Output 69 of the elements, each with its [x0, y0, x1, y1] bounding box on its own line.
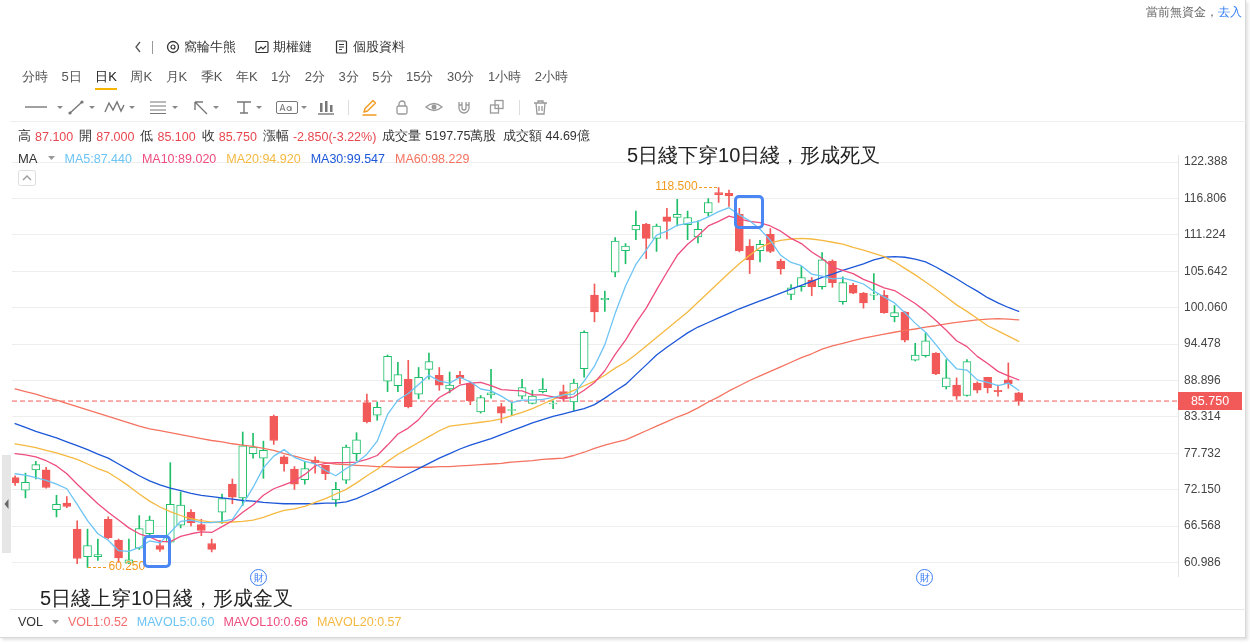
- text: 5分: [372, 68, 393, 86]
- text: MA60:98.229: [395, 151, 470, 166]
- text: MAVOL10:0.66: [223, 615, 308, 629]
- text: 1分: [271, 68, 292, 86]
- text: 2分: [304, 68, 326, 86]
- y-tick-label: 94.478: [1184, 336, 1222, 351]
- text: 收: [201, 128, 215, 145]
- text: 低: [140, 128, 154, 145]
- candlestick: [662, 208, 672, 240]
- text: 去入: [1218, 4, 1242, 21]
- text: 5197.75萬股: [425, 128, 497, 145]
- text: 85.100: [157, 129, 196, 144]
- candlestick: [672, 198, 682, 227]
- text: 季K: [200, 68, 223, 86]
- text: 1小時: [487, 68, 522, 86]
- y-tick-label: 122.388: [1184, 154, 1228, 169]
- text: 周K: [130, 68, 153, 86]
- text: 5日綫上穿10日綫，形成金叉: [40, 586, 294, 610]
- annotation: 5日綫下穿10日綫，形成死叉: [627, 143, 881, 167]
- candlestick: [548, 400, 558, 409]
- text: VOL: [18, 615, 44, 629]
- text: 3分: [338, 68, 359, 86]
- y-tick-label: 66.568: [1184, 518, 1222, 533]
- text: 窩輪牛熊: [184, 38, 236, 56]
- text: 分時: [22, 68, 48, 86]
- text: 月K: [165, 68, 188, 86]
- text: MAVOL20:0.57: [316, 615, 402, 629]
- y-tick-label: 100.060: [1184, 300, 1228, 315]
- text: MA10:89.020: [141, 151, 217, 166]
- y-tick-label: 72.150: [1184, 482, 1222, 497]
- y-tick-label: 88.896: [1184, 372, 1222, 387]
- annotation: 118.500: [655, 179, 698, 194]
- y-tick-label: 111.224: [1184, 227, 1226, 242]
- text: 2小時: [534, 68, 568, 86]
- text: 日K: [95, 68, 117, 90]
- text: 15分: [406, 68, 434, 86]
- text: 期權鏈: [273, 38, 312, 56]
- text: MA20:94.920: [226, 151, 301, 166]
- text: 30分: [447, 68, 475, 86]
- text: 年K: [235, 68, 258, 86]
- text: 5日: [61, 68, 82, 86]
- annotation: 60.250: [108, 559, 146, 574]
- text: MA5:87.440: [64, 151, 132, 166]
- annotation: 財: [250, 569, 267, 586]
- text: -2.850(-3.22%): [292, 129, 377, 144]
- text: 成交量: [382, 128, 422, 145]
- text: 成交額: [502, 128, 542, 145]
- text: MAVOL5:0.60: [136, 615, 215, 629]
- text: 87.100: [35, 129, 74, 144]
- text: 高: [18, 128, 31, 145]
- text: 85.750: [1178, 392, 1242, 411]
- y-tick-label: 116.806: [1184, 190, 1227, 205]
- y-tick-label: 83.314: [1184, 409, 1222, 424]
- text: 個股資料: [353, 38, 405, 56]
- candlestick: [869, 273, 879, 300]
- text: 44.69億: [545, 128, 590, 145]
- y-tick-label: 105.642: [1184, 263, 1228, 278]
- text: VOL1:0.52: [68, 615, 128, 629]
- text: 當前無資金，: [1146, 4, 1218, 21]
- y-tick-label: 60.986: [1184, 554, 1222, 569]
- text: 87.000: [96, 129, 135, 144]
- legend-title: MA: [18, 151, 38, 166]
- text: 漲幅: [262, 128, 289, 145]
- text: MA30:99.547: [310, 151, 385, 166]
- text: 85.750: [218, 129, 257, 144]
- annotation: 財: [916, 569, 933, 586]
- text: 開: [79, 128, 93, 145]
- y-tick-label: 77.732: [1184, 445, 1222, 460]
- candlestick: [93, 538, 103, 561]
